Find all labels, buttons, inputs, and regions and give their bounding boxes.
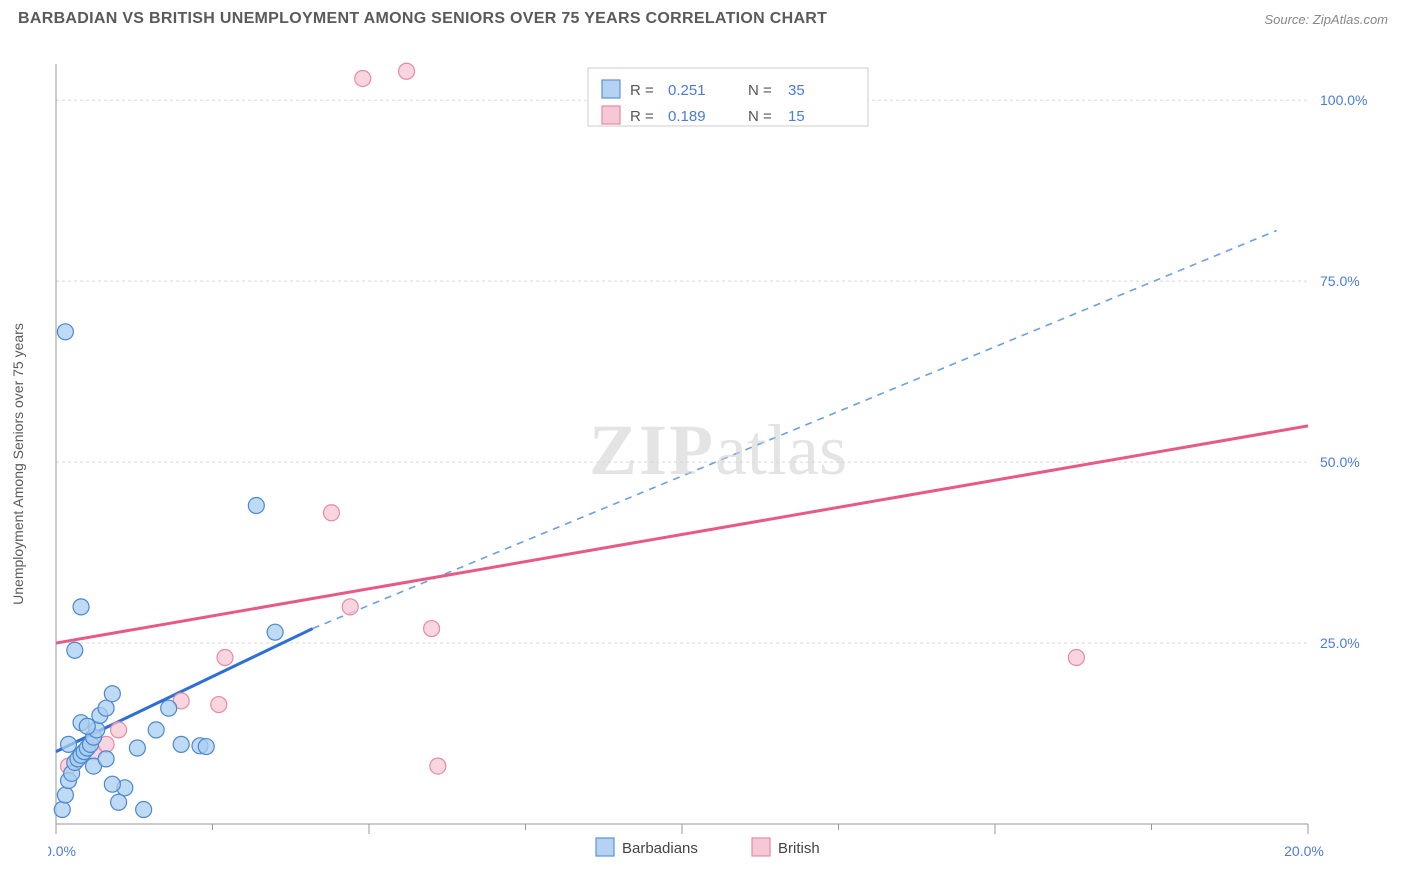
- x-tick-label-right: 20.0%: [1284, 843, 1324, 859]
- legend-swatch: [602, 106, 620, 124]
- point-british: [1068, 650, 1084, 666]
- legend-r-value: 0.189: [668, 108, 706, 125]
- point-barbadian: [104, 686, 120, 702]
- point-barbadian: [54, 802, 70, 818]
- watermark: ZIPatlas: [589, 410, 847, 490]
- legend-r-value: 0.251: [668, 82, 706, 99]
- y-tick-label: 50.0%: [1320, 454, 1360, 470]
- point-barbadian: [198, 739, 214, 755]
- series-legend: Barbadians British: [596, 838, 820, 857]
- scatter-chart: 25.0%50.0%75.0%100.0%0.0%20.0% ZIPatlas …: [48, 44, 1388, 868]
- legend-n-value: 35: [788, 82, 805, 99]
- point-british: [355, 70, 371, 86]
- legend-series-label: British: [778, 840, 820, 857]
- point-british: [211, 697, 227, 713]
- point-barbadian: [248, 498, 264, 514]
- point-barbadian: [161, 700, 177, 716]
- legend-n-label: N =: [748, 82, 772, 99]
- point-barbadian: [73, 599, 89, 615]
- y-tick-label: 75.0%: [1320, 273, 1360, 289]
- point-barbadian: [148, 722, 164, 738]
- x-tick-label-left: 0.0%: [48, 843, 76, 859]
- stats-legend: R = 0.251 N = 35 R = 0.189 N = 15: [588, 68, 868, 126]
- legend-swatch: [602, 80, 620, 98]
- y-axis-label: Unemployment Among Seniors over 75 years: [10, 323, 26, 605]
- point-barbadian: [57, 787, 73, 803]
- legend-r-label: R =: [630, 108, 654, 125]
- chart-title: BARBADIAN VS BRITISH UNEMPLOYMENT AMONG …: [18, 10, 827, 28]
- point-barbadian: [67, 642, 83, 658]
- legend-r-label: R =: [630, 82, 654, 99]
- point-british: [323, 505, 339, 521]
- point-barbadian: [79, 718, 95, 734]
- legend-n-label: N =: [748, 108, 772, 125]
- chart-area: Unemployment Among Seniors over 75 years…: [48, 44, 1388, 868]
- legend-series-label: Barbadians: [622, 840, 698, 857]
- point-barbadian: [61, 736, 77, 752]
- legend-n-value: 15: [788, 108, 805, 125]
- point-british: [399, 63, 415, 79]
- legend-swatch: [752, 838, 770, 856]
- point-british: [217, 650, 233, 666]
- point-barbadian: [111, 794, 127, 810]
- y-tick-label: 25.0%: [1320, 635, 1360, 651]
- point-british: [342, 599, 358, 615]
- point-barbadian: [136, 802, 152, 818]
- point-british: [430, 758, 446, 774]
- point-british: [111, 722, 127, 738]
- point-british: [424, 621, 440, 637]
- point-barbadian: [129, 740, 145, 756]
- point-barbadian: [98, 751, 114, 767]
- y-tick-label: 100.0%: [1320, 92, 1367, 108]
- source-attribution: Source: ZipAtlas.com: [1264, 12, 1388, 27]
- point-barbadian: [57, 324, 73, 340]
- point-barbadian: [267, 624, 283, 640]
- point-barbadian: [173, 736, 189, 752]
- point-barbadian: [98, 700, 114, 716]
- point-barbadian: [104, 776, 120, 792]
- legend-swatch: [596, 838, 614, 856]
